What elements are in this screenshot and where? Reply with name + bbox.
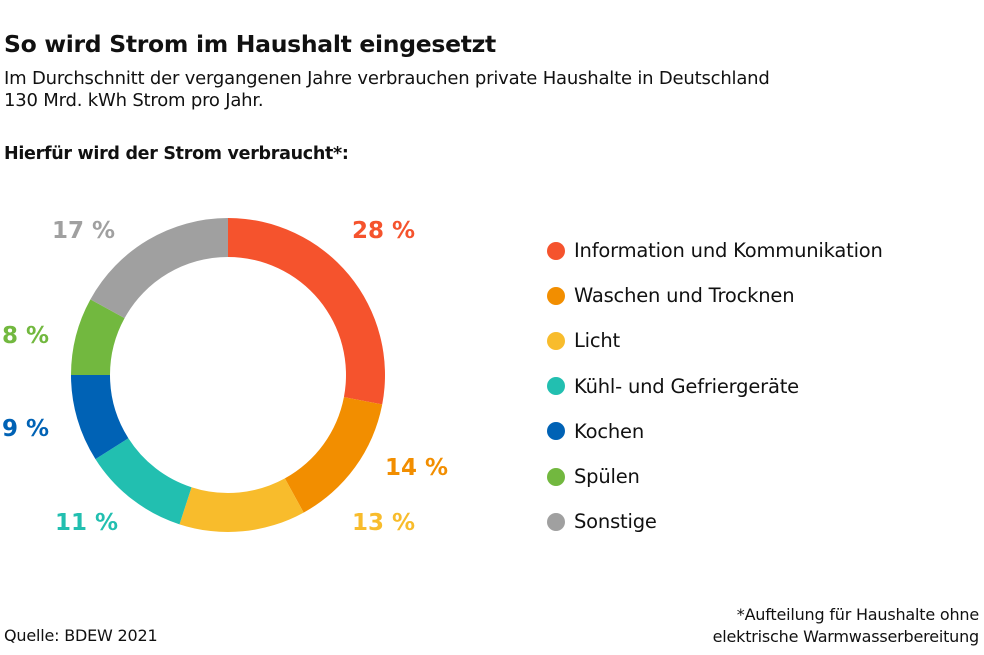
footnote-line-1: *Aufteilung für Haushalte ohne — [736, 605, 979, 624]
subtitle-line-1: Im Durchschnitt der vergangenen Jahre ve… — [4, 68, 770, 89]
data-label-information-und-kommunikation: 28 % — [352, 218, 415, 244]
donut-slice-licht — [179, 478, 304, 532]
legend-item-waschen-und-trocknen: Waschen und Trocknen — [547, 273, 883, 318]
legend-swatch-icon — [547, 377, 565, 396]
legend-swatch-icon — [547, 331, 565, 350]
legend-label: Sonstige — [574, 510, 657, 534]
legend-swatch-icon — [547, 512, 565, 531]
data-label-kühl-und-gefriergeräte: 11 % — [55, 510, 118, 536]
section-heading: Hierfür wird der Strom verbraucht*: — [4, 144, 349, 164]
chart-title: So wird Strom im Haushalt eingesetzt — [4, 30, 496, 58]
data-label-licht: 13 % — [352, 510, 415, 536]
footnote: *Aufteilung für Haushalte ohne elektrisc… — [712, 604, 980, 648]
donut-chart: 28 % 14 % 13 % 11 % 9 % 8 % 17 % — [2, 218, 448, 536]
legend-label: Information und Kommunikation — [574, 239, 883, 263]
legend-swatch-icon — [547, 241, 565, 260]
source-note: Quelle: BDEW 2021 — [4, 626, 158, 645]
legend-swatch-icon — [547, 286, 565, 305]
legend-label: Waschen und Trocknen — [574, 284, 795, 308]
donut-slice-spülen — [71, 299, 125, 375]
legend-swatch-icon — [547, 422, 565, 441]
chart-legend: Information und Kommunikation Waschen und… — [547, 228, 883, 544]
legend-label: Kochen — [574, 419, 644, 443]
donut-slice-kochen — [71, 375, 129, 460]
data-label-waschen-und-trocknen: 14 % — [385, 455, 448, 481]
legend-item-spülen: Spülen — [547, 454, 883, 499]
donut-slice-information-und-kommunikation — [228, 218, 385, 405]
donut-labels: 28 % 14 % 13 % 11 % 9 % 8 % 17 % — [2, 218, 448, 536]
data-label-kochen: 9 % — [2, 416, 49, 442]
data-label-sonstige: 17 % — [52, 218, 115, 244]
legend-item-sonstige: Sonstige — [547, 499, 883, 544]
legend-label: Spülen — [574, 465, 640, 489]
legend-item-kühl-und-gefriergeräte: Kühl- und Gefriergeräte — [547, 364, 883, 409]
legend-swatch-icon — [547, 467, 565, 486]
legend-item-information-und-kommunikation: Information und Kommunikation — [547, 228, 883, 273]
chart-subtitle: Im Durchschnitt der vergangenen Jahre ve… — [4, 68, 964, 112]
legend-label: Licht — [574, 329, 621, 353]
donut-slice-sonstige — [90, 218, 228, 319]
legend-item-kochen: Kochen — [547, 409, 883, 454]
legend-label: Kühl- und Gefriergeräte — [574, 374, 799, 398]
legend-item-licht: Licht — [547, 318, 883, 363]
donut-slice-waschen-und-trocknen — [284, 397, 383, 513]
data-label-spülen: 8 % — [2, 323, 49, 349]
footnote-line-2: elektrische Warmwasserbereitung — [712, 627, 980, 646]
donut-slice-kühl-und-gefriergeräte — [95, 438, 192, 525]
donut-slices — [71, 218, 385, 532]
subtitle-line-2: 130 Mrd. kWh Strom pro Jahr. — [4, 90, 264, 111]
